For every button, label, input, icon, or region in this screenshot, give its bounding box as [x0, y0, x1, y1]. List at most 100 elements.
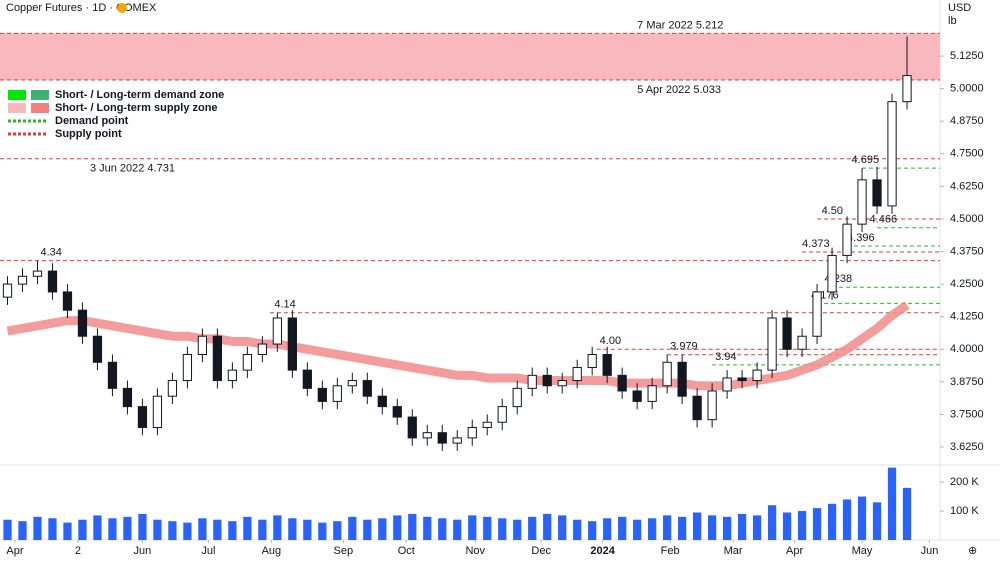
volume-bar	[378, 518, 387, 540]
candle-body	[692, 395, 702, 421]
volume-bar	[183, 522, 192, 540]
candle-body	[857, 179, 867, 225]
volume-bar	[543, 513, 552, 540]
candle-body	[617, 374, 627, 392]
status-icon	[117, 3, 127, 13]
legend-swatch	[31, 103, 49, 113]
volume-bar	[842, 499, 852, 540]
settings-icon[interactable]: ⊕	[968, 545, 977, 557]
volume-bar	[363, 519, 372, 540]
volume-bar	[767, 505, 777, 540]
candle-body	[2, 283, 13, 298]
volume-bar	[48, 518, 57, 540]
volume-bar	[752, 515, 762, 540]
volume-bar	[138, 513, 147, 540]
candle-body	[467, 426, 477, 439]
x-tick-label: Oct	[398, 545, 415, 557]
y-tick-label: 5.0000	[950, 83, 984, 95]
candle-body	[782, 317, 792, 350]
volume-bar	[258, 519, 267, 540]
volume-bar	[288, 518, 297, 540]
legend-swatch	[8, 90, 26, 100]
volume-bar	[678, 516, 687, 540]
candle-body	[482, 421, 492, 428]
volume-bar	[438, 518, 447, 540]
candle-body	[92, 335, 103, 363]
volume-bar	[663, 515, 672, 540]
volume-bar	[857, 496, 867, 540]
level-label: 4.14	[274, 299, 295, 311]
candle-body	[662, 361, 672, 387]
candle-body	[122, 387, 133, 408]
legend-swatch	[31, 90, 49, 100]
candle-body	[542, 374, 552, 387]
candle-body	[32, 270, 43, 277]
candle-body	[62, 291, 73, 311]
level-label: 4.373	[802, 238, 830, 250]
x-tick-label: 2	[75, 545, 81, 557]
candle-body	[407, 416, 417, 439]
candle-body	[212, 335, 223, 382]
x-tick-label: Jun	[921, 545, 939, 557]
candle-body	[47, 270, 58, 293]
volume-bar	[887, 467, 897, 540]
volume-bar	[603, 518, 612, 540]
candle-body	[452, 437, 462, 444]
volume-bar	[812, 508, 822, 540]
candle-body	[317, 387, 327, 402]
volume-bar	[573, 519, 582, 540]
chart-title: Copper Futures · 1D · COMEX	[6, 2, 157, 14]
candle-body	[557, 380, 567, 387]
y-tick-label: 5.1250	[950, 50, 984, 62]
level-label: 3.979	[670, 341, 698, 353]
candle-body	[752, 369, 762, 382]
volume-bar	[213, 519, 222, 540]
y-tick-label: 4.3750	[950, 245, 984, 257]
level-label: 4.50	[822, 205, 843, 217]
x-tick-label: Feb	[661, 545, 680, 557]
volume-bar	[63, 522, 72, 540]
level-label: 7 Mar 2022 5.212	[637, 19, 723, 31]
x-tick-label: Jul	[201, 545, 215, 557]
volume-bar	[243, 516, 252, 540]
volume-bar	[453, 519, 462, 540]
volume-bar	[722, 516, 732, 540]
volume-bar	[108, 518, 117, 540]
candle-body	[872, 179, 882, 207]
currency: USD	[948, 2, 971, 14]
x-tick-label: Jun	[134, 545, 152, 557]
volume-bar	[93, 515, 102, 540]
x-tick-label: 2024	[590, 545, 615, 557]
x-tick-label: May	[852, 545, 873, 557]
candle-body	[332, 385, 342, 402]
volume-bar	[333, 521, 342, 540]
volume-bar	[707, 515, 717, 540]
x-tick-label: Dec	[531, 545, 551, 557]
volume-bar	[348, 516, 357, 540]
volume-bar	[198, 518, 207, 540]
candle-body	[77, 309, 88, 337]
x-tick-label: Apr	[6, 545, 23, 557]
candle-body	[512, 387, 522, 408]
candle-body	[497, 406, 507, 423]
plot: 3.6250 3.7500 3.8750 4.0000 4.1250 4.2500 4.37…	[0, 19, 984, 557]
volume-bar	[498, 518, 507, 540]
volume-bar	[228, 521, 237, 540]
candle-body	[242, 353, 252, 371]
volume-bar	[168, 521, 177, 540]
candle-body	[17, 275, 28, 285]
candle-body	[827, 254, 837, 293]
level-label: 5 Apr 2022 5.033	[637, 84, 721, 96]
candle-body	[677, 361, 687, 397]
volume-bar	[408, 513, 417, 540]
legend-label: Supply point	[55, 128, 122, 140]
candle-body	[797, 335, 807, 350]
candle-body	[167, 380, 178, 397]
x-tick-label: Nov	[465, 545, 485, 557]
level-label: 3 Jun 2022 4.731	[90, 163, 175, 175]
y-tick-label: 4.6250	[950, 180, 984, 192]
supply-zone	[0, 33, 940, 81]
level-label: 4.00	[600, 335, 621, 347]
y-tick-label: 4.7500	[950, 148, 984, 160]
